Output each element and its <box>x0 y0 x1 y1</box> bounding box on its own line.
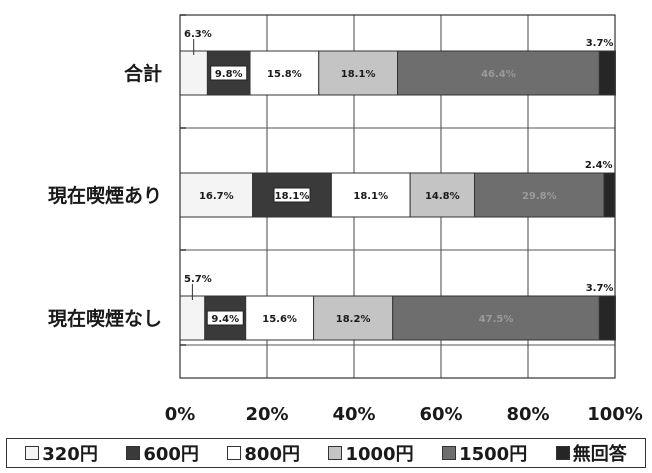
x-tick-label: 20% <box>245 404 288 425</box>
legend-item: 1000円 <box>328 440 414 466</box>
stacked-bar-chart: 6.3% 9.8% 15.8% 18.1% 46.4% 3.7% 16.7% 18.1% 18.… <box>48 14 643 425</box>
x-tick-label: 40% <box>332 404 375 425</box>
legend-swatch <box>328 446 343 460</box>
data-label: 14.8% <box>425 191 460 202</box>
bars <box>179 50 616 341</box>
x-tick-label: 80% <box>506 404 549 425</box>
data-label: 47.5% <box>479 314 514 325</box>
bar-segment <box>179 50 208 96</box>
legend-swatch <box>555 446 570 460</box>
data-label: 6.3% <box>184 29 212 40</box>
bar-segment <box>598 50 616 96</box>
bar-segment <box>318 50 399 96</box>
data-label-box <box>206 310 244 326</box>
data-label: 18.1% <box>275 191 310 202</box>
data-label: 5.7% <box>184 274 212 285</box>
legend-label: 320円 <box>42 444 98 465</box>
data-label: 46.4% <box>481 69 516 80</box>
bar-segment <box>392 295 600 341</box>
legend-label: 1500円 <box>459 444 528 465</box>
legend: 320円 600円 800円 1000円 1500円 無回答 <box>6 438 646 468</box>
bar-segment <box>473 172 605 218</box>
data-label: 29.8% <box>522 191 557 202</box>
bar-segment <box>603 172 616 218</box>
legend-label: 1000円 <box>345 444 414 465</box>
data-label: 15.8% <box>267 69 302 80</box>
legend-item: 800円 <box>227 440 300 466</box>
data-label: 2.4% <box>585 160 613 171</box>
bar-segment <box>330 172 411 218</box>
plot-frame <box>179 14 616 379</box>
legend-item: 320円 <box>25 440 98 466</box>
data-label: 18.1% <box>341 69 376 80</box>
bar-segment <box>313 295 394 341</box>
legend-label: 800円 <box>244 444 300 465</box>
legend-swatch <box>227 446 242 460</box>
x-tick-label: 100% <box>587 404 643 425</box>
legend-item: 600円 <box>126 440 199 466</box>
bar-segment <box>245 295 315 341</box>
data-label: 3.7% <box>586 38 614 49</box>
bar-segment <box>598 295 616 341</box>
bar-segment <box>409 172 475 218</box>
legend-item: 1500円 <box>442 440 527 466</box>
data-label: 18.1% <box>353 191 388 202</box>
data-label: 9.4% <box>211 314 239 325</box>
data-label: 15.6% <box>262 314 297 325</box>
legend-item: 無回答 <box>555 440 627 466</box>
labels: 6.3% 9.8% 15.8% 18.1% 46.4% 3.7% 16.7% 18.1% 18.… <box>184 29 614 326</box>
legend-label: 無回答 <box>572 444 627 465</box>
x-tick-label: 60% <box>419 404 462 425</box>
data-label-box <box>273 187 311 203</box>
bar-segment <box>397 50 600 96</box>
category-label: 現在喫煙なし <box>48 307 162 330</box>
category-label: 現在喫煙あり <box>48 184 162 207</box>
bar-segment <box>249 50 320 96</box>
x-tick-label: 0% <box>165 404 196 425</box>
category-label: 合計 <box>124 62 162 85</box>
legend-swatch <box>25 446 40 460</box>
legend-swatch <box>126 446 141 460</box>
bar-segment <box>179 295 206 341</box>
data-label-box <box>210 65 248 81</box>
legend-swatch <box>442 446 457 460</box>
legend-label: 600円 <box>143 444 199 465</box>
data-label: 3.7% <box>586 283 614 294</box>
data-label: 9.8% <box>215 69 243 80</box>
data-label: 16.7% <box>199 191 234 202</box>
data-label: 18.2% <box>336 314 371 325</box>
